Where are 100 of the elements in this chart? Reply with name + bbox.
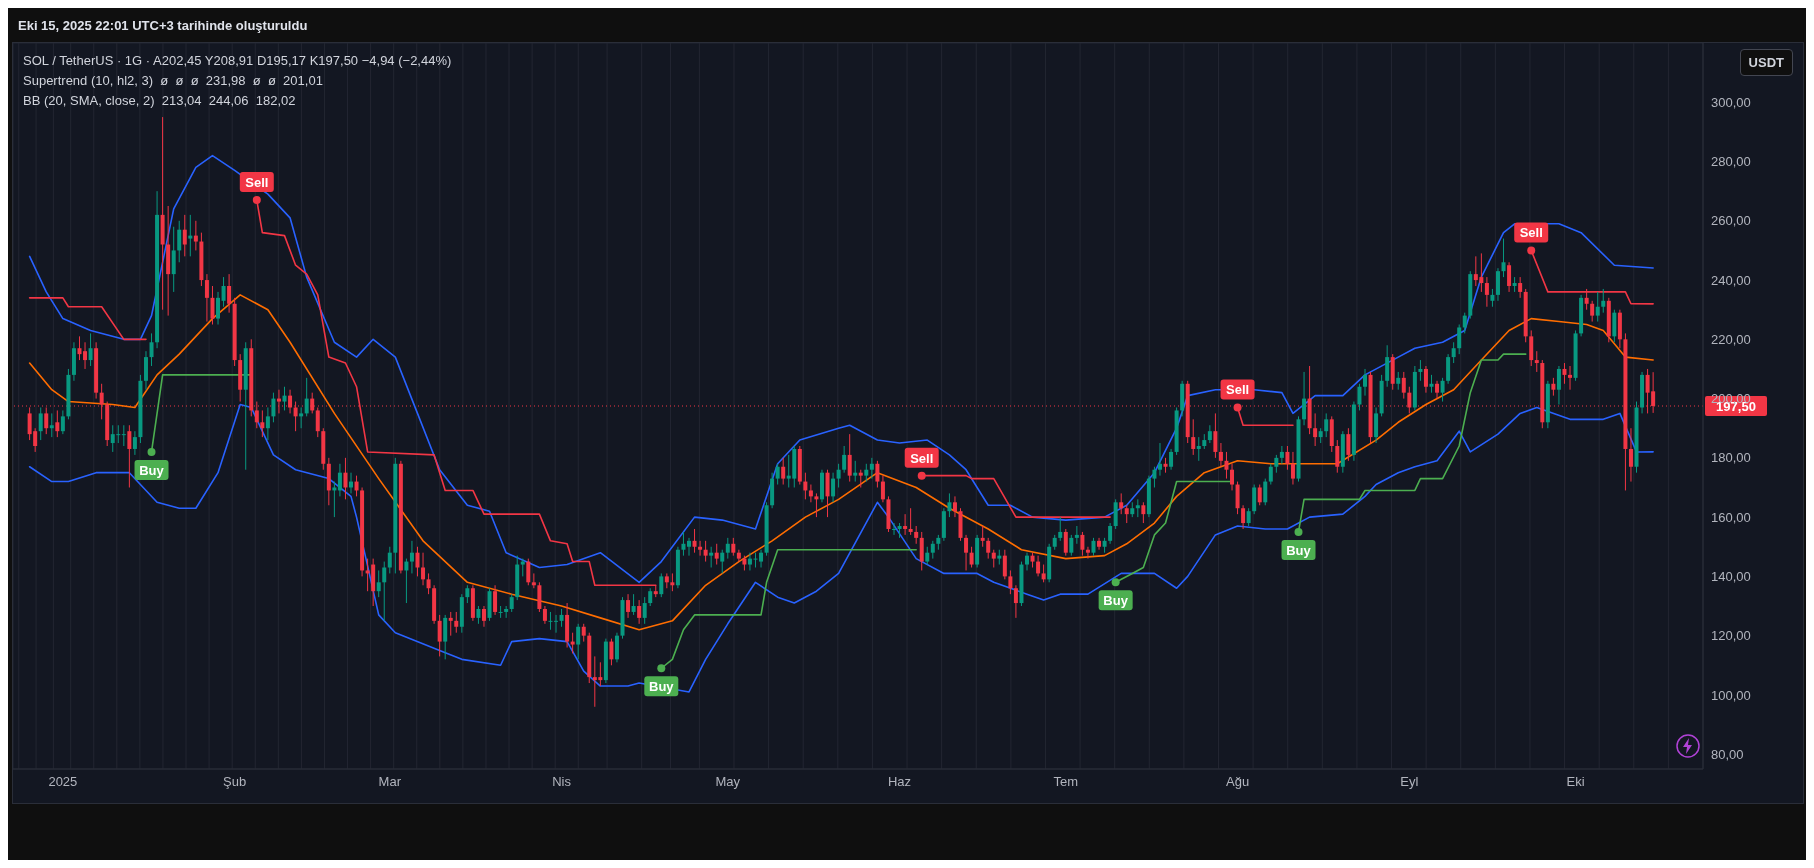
- candlestick: [38, 406, 43, 441]
- candlestick: [836, 463, 841, 488]
- candlestick: [537, 581, 542, 613]
- candlestick: [227, 273, 232, 314]
- candlestick: [1507, 261, 1512, 293]
- candlestick: [1257, 484, 1262, 506]
- candlestick: [692, 528, 697, 554]
- candlestick: [1152, 466, 1157, 488]
- candlestick: [1435, 380, 1440, 400]
- y-tick-label: 300,00: [1711, 94, 1751, 110]
- candlestick: [736, 549, 741, 563]
- point: [147, 447, 156, 456]
- annotation: Buy: [139, 462, 165, 478]
- candlestick: [609, 638, 614, 666]
- candlestick: [376, 569, 381, 598]
- candlestick: [443, 614, 448, 660]
- candlestick: [842, 445, 847, 474]
- candlestick: [1324, 412, 1329, 438]
- candlestick: [171, 226, 176, 293]
- candlestick: [831, 472, 836, 503]
- candlestick: [808, 484, 813, 503]
- candlestick: [1484, 276, 1489, 308]
- annotation: Supertrend (10, hl2, 3) ø ø ø 231,98 ø ø 201,01: [23, 72, 324, 90]
- candlestick: [614, 632, 619, 663]
- y-tick-label: 280,00: [1711, 154, 1751, 170]
- candlestick: [1213, 412, 1218, 459]
- candlestick: [1374, 406, 1379, 444]
- x-tick-label: Mar: [378, 774, 402, 790]
- candlestick: [415, 546, 420, 577]
- candlestick: [193, 220, 198, 251]
- candlestick: [1002, 549, 1007, 580]
- candlestick: [1218, 442, 1223, 468]
- candlestick: [880, 475, 885, 503]
- candlestick: [1346, 427, 1351, 462]
- candlestick: [1457, 324, 1462, 355]
- candlestick: [1556, 365, 1561, 406]
- candlestick: [1423, 365, 1428, 394]
- candlestick: [576, 623, 581, 660]
- candlestick: [304, 377, 309, 417]
- candlestick: [548, 611, 553, 631]
- candlestick: [299, 406, 304, 429]
- candlestick: [1252, 484, 1257, 515]
- point: [1527, 246, 1536, 255]
- candlestick: [531, 572, 536, 589]
- candlestick: [875, 460, 880, 488]
- annotation: Sell: [910, 450, 934, 466]
- candlestick: [714, 543, 719, 566]
- candlestick: [1363, 368, 1367, 397]
- candlestick: [853, 460, 858, 483]
- candlestick: [387, 546, 392, 574]
- candlestick: [1568, 365, 1573, 391]
- point: [917, 471, 926, 480]
- candlestick: [1113, 498, 1118, 530]
- candlestick: [1462, 312, 1467, 334]
- candlestick: [1080, 531, 1085, 557]
- x-tick-label: 2025: [48, 774, 78, 790]
- candlestick: [1157, 442, 1162, 477]
- candlestick: [127, 424, 132, 488]
- candlestick: [980, 525, 985, 548]
- x-tick-label: Tem: [1053, 774, 1079, 790]
- candlestick: [83, 341, 88, 370]
- x-tick-label: Eki: [1566, 774, 1585, 790]
- candlestick: [149, 332, 154, 367]
- candlestick: [725, 537, 730, 560]
- candlestick: [1595, 291, 1600, 323]
- annotation: Sell: [1519, 225, 1543, 241]
- candlestick: [1241, 504, 1246, 530]
- candlestick: [1601, 288, 1606, 314]
- candlestick: [481, 605, 486, 628]
- candlestick: [1196, 436, 1201, 462]
- candlestick: [1085, 546, 1090, 560]
- candlestick: [709, 546, 714, 568]
- annotation: Buy: [1286, 542, 1312, 558]
- candlestick: [969, 546, 974, 568]
- candlestick: [1290, 451, 1295, 486]
- candlestick: [55, 409, 60, 438]
- candlestick: [1097, 537, 1102, 551]
- candlestick: [1063, 528, 1068, 557]
- candlestick: [221, 276, 226, 308]
- candlestick: [1069, 534, 1074, 557]
- candlestick: [659, 572, 664, 598]
- candlestick: [121, 424, 126, 447]
- candlestick: [1224, 451, 1229, 480]
- candlestick: [132, 430, 137, 456]
- candlestick: [1108, 522, 1113, 545]
- candlestick: [382, 561, 387, 622]
- candlestick: [343, 457, 348, 500]
- candlestick: [626, 593, 631, 619]
- candlestick: [631, 593, 636, 616]
- candlestick: [210, 285, 215, 326]
- line-series: [28, 403, 1654, 693]
- candlestick: [814, 492, 819, 518]
- candlestick: [204, 273, 209, 323]
- candlestick: [1207, 424, 1212, 444]
- candlestick: [847, 433, 852, 483]
- candlestick: [49, 412, 54, 438]
- candlestick: [271, 392, 276, 423]
- candlestick: [1141, 501, 1146, 524]
- candlestick: [1562, 362, 1567, 385]
- candlestick: [1495, 267, 1500, 302]
